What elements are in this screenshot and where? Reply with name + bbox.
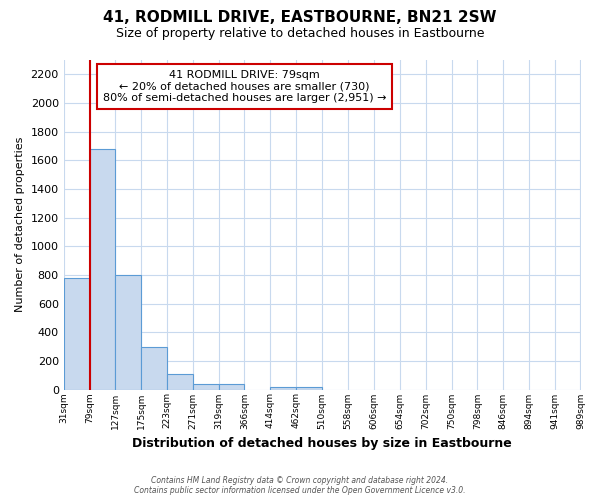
Bar bbox=[167, 374, 193, 390]
Bar bbox=[64, 278, 89, 390]
Y-axis label: Number of detached properties: Number of detached properties bbox=[15, 137, 25, 312]
Bar bbox=[89, 149, 115, 390]
Bar bbox=[219, 384, 244, 390]
X-axis label: Distribution of detached houses by size in Eastbourne: Distribution of detached houses by size … bbox=[132, 437, 512, 450]
Bar bbox=[115, 275, 142, 390]
Text: Contains HM Land Registry data © Crown copyright and database right 2024.
Contai: Contains HM Land Registry data © Crown c… bbox=[134, 476, 466, 495]
Bar bbox=[142, 348, 167, 390]
Text: 41 RODMILL DRIVE: 79sqm
← 20% of detached houses are smaller (730)
80% of semi-d: 41 RODMILL DRIVE: 79sqm ← 20% of detache… bbox=[103, 70, 386, 103]
Bar bbox=[296, 386, 322, 390]
Text: Size of property relative to detached houses in Eastbourne: Size of property relative to detached ho… bbox=[116, 28, 484, 40]
Bar bbox=[270, 386, 296, 390]
Bar bbox=[193, 384, 219, 390]
Text: 41, RODMILL DRIVE, EASTBOURNE, BN21 2SW: 41, RODMILL DRIVE, EASTBOURNE, BN21 2SW bbox=[103, 10, 497, 25]
